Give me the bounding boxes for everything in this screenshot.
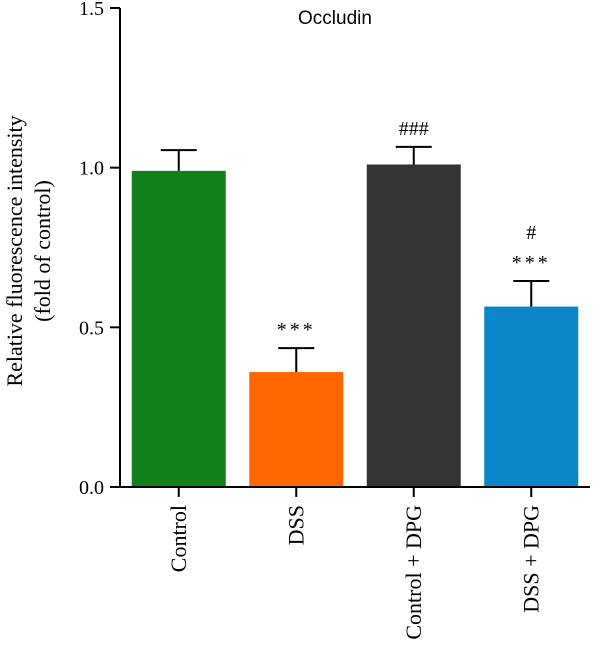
y-tick-label: 0.5 bbox=[79, 317, 104, 339]
x-tick-label: DSS + DPG bbox=[518, 505, 543, 613]
y-tick-label: 0.0 bbox=[79, 477, 104, 499]
y-axis-label-line1: Relative fluorescence intensity bbox=[2, 115, 27, 386]
significance-label: *** bbox=[512, 252, 551, 274]
x-axis: Control DSS Control + DPG DSS + DPG bbox=[120, 486, 590, 640]
y-axis: 0.0 0.5 1.0 1.5 bbox=[79, 0, 121, 499]
y-tick-label: 1.5 bbox=[79, 0, 104, 20]
chart-title: Occludin bbox=[298, 8, 372, 29]
x-tick-label: DSS bbox=[283, 505, 308, 545]
y-tick-label: 1.0 bbox=[79, 158, 104, 180]
bar bbox=[484, 306, 579, 487]
bars-layer: *** ### *** # bbox=[131, 118, 579, 488]
bar bbox=[131, 170, 226, 488]
bar bbox=[366, 164, 461, 487]
y-axis-label-line2: (fold of control) bbox=[30, 180, 55, 322]
x-tick-label: Control + DPG bbox=[401, 505, 426, 640]
significance-label: *** bbox=[277, 319, 316, 341]
bar bbox=[249, 372, 344, 487]
x-tick-label: Control bbox=[166, 505, 191, 572]
significance-label: # bbox=[526, 222, 536, 244]
significance-label: ### bbox=[399, 118, 429, 140]
